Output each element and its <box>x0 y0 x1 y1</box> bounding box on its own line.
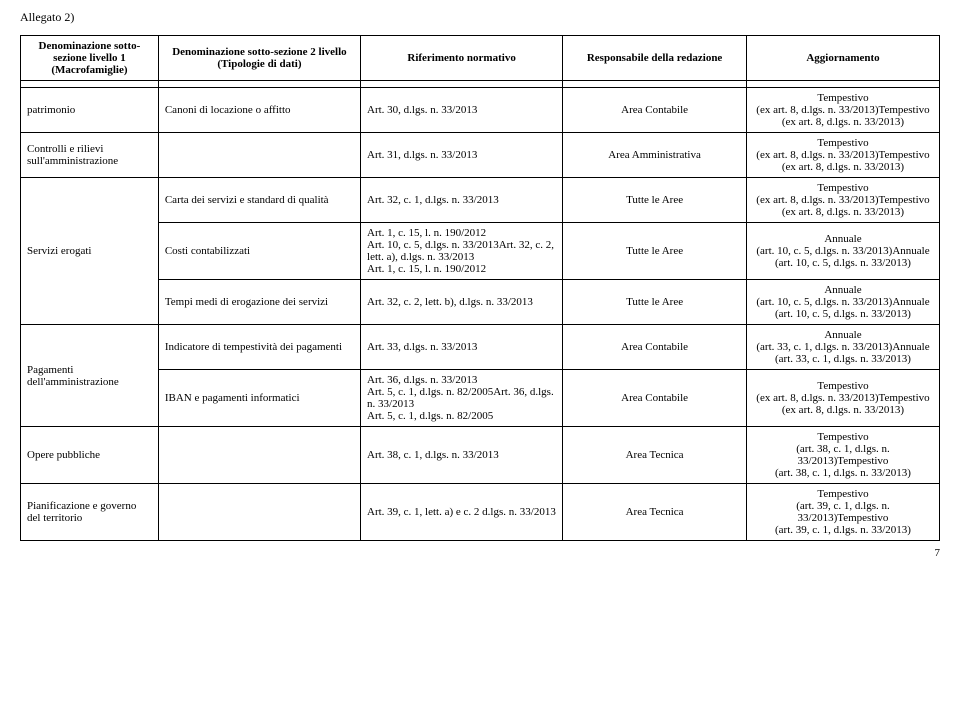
header-col5: Aggiornamento <box>746 36 939 81</box>
main-table: Denominazione sotto-sezione livello 1 (M… <box>20 35 940 541</box>
cell-aggiornamento: Tempestivo(art. 39, c. 1, d.lgs. n. 33/2… <box>746 484 939 541</box>
cell-riferimento: Art. 38, c. 1, d.lgs. n. 33/2013 <box>361 427 563 484</box>
cell-macrofamiglia: patrimonio <box>21 88 159 133</box>
cell-riferimento: Art. 33, d.lgs. n. 33/2013 <box>361 325 563 370</box>
cell-responsabile: Area Contabile <box>563 370 747 427</box>
header-col2: Denominazione sotto-sezione 2 livello (T… <box>158 36 360 81</box>
cell-responsabile: Tutte le Aree <box>563 223 747 280</box>
cell-tipologia: Costi contabilizzati <box>158 223 360 280</box>
cell-tipologia <box>158 484 360 541</box>
table-row: Controlli e rilievi sull'amministrazione… <box>21 133 940 178</box>
allegato-label: Allegato 2) <box>20 10 940 25</box>
cell-aggiornamento: Annuale(art. 33, c. 1, d.lgs. n. 33/2013… <box>746 325 939 370</box>
cell-riferimento: Art. 39, c. 1, lett. a) e c. 2 d.lgs. n.… <box>361 484 563 541</box>
cell-responsabile: Area Tecnica <box>563 427 747 484</box>
cell-macrofamiglia: Pianificazione e governo del territorio <box>21 484 159 541</box>
cell-macrofamiglia: Pagamenti dell'amministrazione <box>21 325 159 427</box>
cell-tipologia: Carta dei servizi e standard di qualità <box>158 178 360 223</box>
cell-riferimento: Art. 31, d.lgs. n. 33/2013 <box>361 133 563 178</box>
page-number: 7 <box>20 547 940 559</box>
cell-aggiornamento: Annuale(art. 10, c. 5, d.lgs. n. 33/2013… <box>746 280 939 325</box>
header-col1: Denominazione sotto-sezione livello 1 (M… <box>21 36 159 81</box>
cell-riferimento: Art. 32, c. 2, lett. b), d.lgs. n. 33/20… <box>361 280 563 325</box>
cell-aggiornamento: Tempestivo(ex art. 8, d.lgs. n. 33/2013)… <box>746 88 939 133</box>
table-row: patrimonio Canoni di locazione o affitto… <box>21 88 940 133</box>
cell-riferimento: Art. 32, c. 1, d.lgs. n. 33/2013 <box>361 178 563 223</box>
cell-aggiornamento: Tempestivo(ex art. 8, d.lgs. n. 33/2013)… <box>746 370 939 427</box>
cell-aggiornamento: Annuale(art. 10, c. 5, d.lgs. n. 33/2013… <box>746 223 939 280</box>
cell-riferimento: Art. 30, d.lgs. n. 33/2013 <box>361 88 563 133</box>
cell-tipologia <box>158 427 360 484</box>
cell-tipologia: Indicatore di tempestività dei pagamenti <box>158 325 360 370</box>
cell-tipologia: Canoni di locazione o affitto <box>158 88 360 133</box>
table-row: Pagamenti dell'amministrazione Indicator… <box>21 325 940 370</box>
table-row: Pianificazione e governo del territorio … <box>21 484 940 541</box>
header-col3: Riferimento normativo <box>361 36 563 81</box>
cell-responsabile: Tutte le Aree <box>563 280 747 325</box>
table-row: Costi contabilizzati Art. 1, c. 15, l. n… <box>21 223 940 280</box>
cell-responsabile: Area Contabile <box>563 325 747 370</box>
cell-aggiornamento: Tempestivo(ex art. 8, d.lgs. n. 33/2013)… <box>746 178 939 223</box>
table-row: Servizi erogati Carta dei servizi e stan… <box>21 178 940 223</box>
cell-macrofamiglia: Opere pubbliche <box>21 427 159 484</box>
cell-riferimento: Art. 36, d.lgs. n. 33/2013Art. 5, c. 1, … <box>361 370 563 427</box>
table-row: Tempi medi di erogazione dei servizi Art… <box>21 280 940 325</box>
cell-macrofamiglia: Controlli e rilievi sull'amministrazione <box>21 133 159 178</box>
cell-responsabile: Area Amministrativa <box>563 133 747 178</box>
cell-tipologia <box>158 133 360 178</box>
cell-responsabile: Tutte le Aree <box>563 178 747 223</box>
cell-riferimento: Art. 1, c. 15, l. n. 190/2012Art. 10, c.… <box>361 223 563 280</box>
cell-tipologia: IBAN e pagamenti informatici <box>158 370 360 427</box>
cell-tipologia: Tempi medi di erogazione dei servizi <box>158 280 360 325</box>
header-row: Denominazione sotto-sezione livello 1 (M… <box>21 36 940 81</box>
cell-aggiornamento: Tempestivo(art. 38, c. 1, d.lgs. n. 33/2… <box>746 427 939 484</box>
table-row: Opere pubbliche Art. 38, c. 1, d.lgs. n.… <box>21 427 940 484</box>
cell-responsabile: Area Tecnica <box>563 484 747 541</box>
table-row: IBAN e pagamenti informatici Art. 36, d.… <box>21 370 940 427</box>
cell-aggiornamento: Tempestivo(ex art. 8, d.lgs. n. 33/2013)… <box>746 133 939 178</box>
cell-macrofamiglia: Servizi erogati <box>21 178 159 325</box>
header-col4: Responsabile della redazione <box>563 36 747 81</box>
cell-responsabile: Area Contabile <box>563 88 747 133</box>
